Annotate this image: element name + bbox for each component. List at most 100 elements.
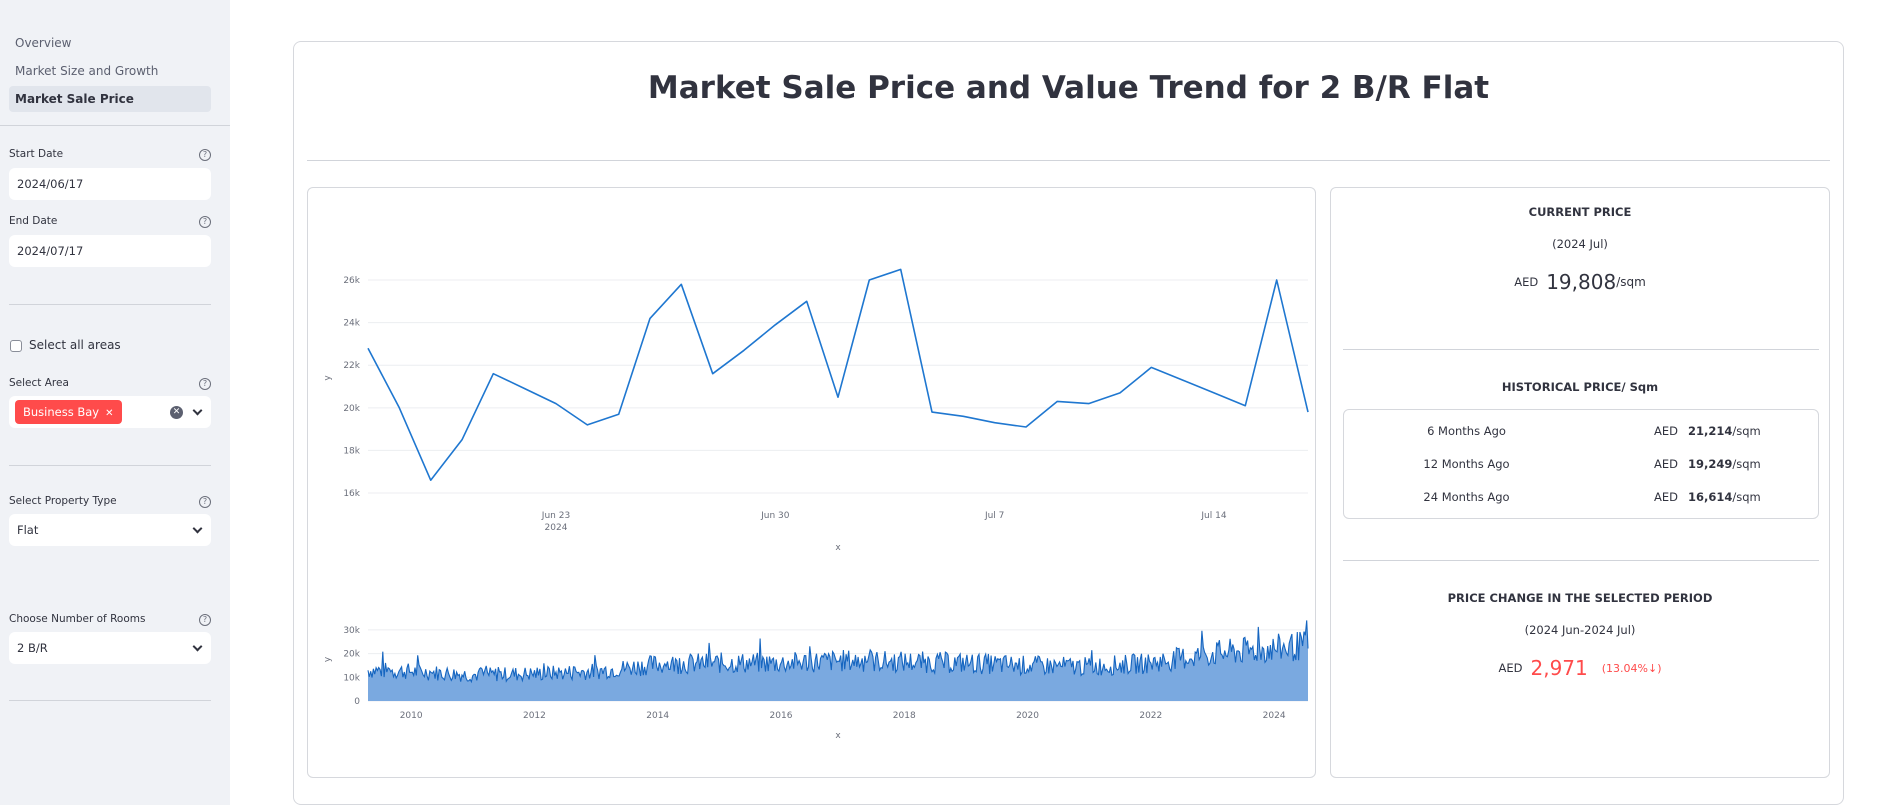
select-area-multiselect[interactable]: Business Bay ✕ ✕ xyxy=(9,396,211,428)
x-tick-label: Jun 23 xyxy=(541,511,570,521)
chevron-down-icon[interactable] xyxy=(192,523,203,534)
end-date-input[interactable]: 2024/07/17 xyxy=(9,235,211,267)
sidebar-divider xyxy=(9,700,211,701)
y-tick-label: 0 xyxy=(354,697,360,707)
y-tick-label: 16k xyxy=(343,489,360,499)
sidebar-divider xyxy=(0,125,230,126)
clear-icon[interactable]: ✕ xyxy=(170,406,183,419)
area-tag-label: Business Bay xyxy=(23,405,100,419)
rooms-help-icon[interactable]: ? xyxy=(199,614,211,626)
x-tick-sublabel: 2024 xyxy=(545,523,568,533)
price-history-line xyxy=(367,620,1309,684)
end-date-help-icon[interactable]: ? xyxy=(199,216,211,228)
row-number: 21,214 xyxy=(1688,424,1733,438)
property-type-label: Select Property Type xyxy=(9,495,117,507)
currency-label: AED xyxy=(1514,275,1539,289)
start-date-label: Start Date xyxy=(9,148,64,160)
row-label: 24 Months Ago xyxy=(1423,490,1510,504)
table-row: 12 Months Ago AED 19,249/sqm xyxy=(1344,454,1818,474)
historical-price-table: 6 Months Ago AED 21,214/sqm 12 Months Ago… xyxy=(1343,409,1819,519)
row-label: 12 Months Ago xyxy=(1423,457,1510,471)
currency-label: AED xyxy=(1654,424,1678,438)
price-history-area xyxy=(368,620,1308,701)
historical-price-heading: HISTORICAL PRICE/ Sqm xyxy=(1501,380,1659,394)
current-price-value: AED 19,808/sqm xyxy=(1331,270,1829,294)
rooms-select[interactable]: 2 B/R xyxy=(9,632,211,664)
unit-label: /sqm xyxy=(1616,275,1646,289)
y-tick-label: 20k xyxy=(343,650,360,660)
x-axis-label: x xyxy=(835,731,841,741)
start-date-input[interactable]: 2024/06/17 xyxy=(9,168,211,200)
table-row: 24 Months Ago AED 16,614/sqm xyxy=(1344,487,1818,507)
price-trend-chart[interactable]: 16k 18k 20k 22k 24k 26k Jun 23 2024 Jun 30 Jul 7 J… xyxy=(308,188,1315,568)
current-price-number: 19,808 xyxy=(1546,270,1617,294)
sidebar: Overview Market Size and Growth Market S… xyxy=(0,0,230,805)
property-type-help-icon[interactable]: ? xyxy=(199,496,211,508)
x-tick-label: Jul 7 xyxy=(984,511,1004,521)
nav-item-market-sale-price[interactable]: Market Sale Price xyxy=(9,86,211,112)
row-number: 16,614 xyxy=(1688,490,1733,504)
select-all-areas-label[interactable]: Select all areas xyxy=(29,338,121,352)
tag-remove-icon[interactable]: ✕ xyxy=(105,408,114,419)
row-value: AED 16,614/sqm xyxy=(1654,487,1761,507)
price-change-value: AED 2,971 (13.04%↓) xyxy=(1331,656,1829,680)
row-number: 19,249 xyxy=(1688,457,1733,471)
nav-item-market-size[interactable]: Market Size and Growth xyxy=(15,64,159,78)
y-axis-label: y xyxy=(323,656,333,662)
x-tick-label: 2022 xyxy=(1139,711,1162,721)
rooms-label: Choose Number of Rooms xyxy=(9,613,146,625)
currency-label: AED xyxy=(1498,661,1523,675)
x-tick-label: 2010 xyxy=(400,711,423,721)
row-label: 6 Months Ago xyxy=(1427,424,1506,438)
table-row: 6 Months Ago AED 21,214/sqm xyxy=(1344,421,1818,441)
y-tick-label: 10k xyxy=(343,673,360,683)
chart-panel: 16k 18k 20k 22k 24k 26k Jun 23 2024 Jun 30 Jul 7 J… xyxy=(307,187,1316,778)
x-tick-label: 2018 xyxy=(893,711,916,721)
price-change-number: 2,971 xyxy=(1530,656,1588,680)
current-price-heading: CURRENT PRICE xyxy=(1528,205,1632,219)
x-tick-label: 2012 xyxy=(523,711,546,721)
chevron-down-icon[interactable] xyxy=(192,641,203,652)
unit-label: /sqm xyxy=(1732,424,1761,438)
metrics-panel: CURRENT PRICE (2024 Jul) AED 19,808/sqm H… xyxy=(1330,187,1830,778)
chevron-down-icon[interactable] xyxy=(192,405,203,416)
select-area-help-icon[interactable]: ? xyxy=(199,378,211,390)
price-change-period: (2024 Jun-2024 Jul) xyxy=(1524,623,1636,637)
currency-label: AED xyxy=(1654,457,1678,471)
y-tick-label: 18k xyxy=(343,446,360,456)
end-date-label: End Date xyxy=(9,215,58,227)
report-container: Market Sale Price and Value Trend for 2 … xyxy=(293,41,1844,805)
start-date-help-icon[interactable]: ? xyxy=(199,149,211,161)
current-price-period: (2024 Jul) xyxy=(1552,237,1608,251)
x-tick-label: 2014 xyxy=(646,711,669,721)
metric-divider xyxy=(1343,349,1819,350)
nav-item-overview[interactable]: Overview xyxy=(15,36,72,50)
price-trend-line xyxy=(367,268,1309,482)
area-tag[interactable]: Business Bay ✕ xyxy=(15,400,122,424)
property-type-select[interactable]: Flat xyxy=(9,514,211,546)
y-tick-label: 26k xyxy=(343,276,360,286)
title-divider xyxy=(307,160,1830,161)
y-axis-label: y xyxy=(323,375,333,381)
unit-label: /sqm xyxy=(1732,457,1761,471)
x-tick-label: 2020 xyxy=(1016,711,1039,721)
select-all-areas-checkbox[interactable] xyxy=(10,340,22,352)
x-tick-label: 2016 xyxy=(770,711,793,721)
select-area-label: Select Area xyxy=(9,377,69,389)
x-tick-label: Jul 14 xyxy=(1200,511,1226,521)
x-tick-label: 2024 xyxy=(1263,711,1286,721)
price-history-chart[interactable]: 0 10k 20k 30k 2010 2012 2014 2016 2018 2020 2022 20… xyxy=(308,568,1315,768)
y-tick-label: 30k xyxy=(343,626,360,636)
unit-label: /sqm xyxy=(1732,490,1761,504)
price-change-heading: PRICE CHANGE IN THE SELECTED PERIOD xyxy=(1447,591,1713,605)
page-title: Market Sale Price and Value Trend for 2 … xyxy=(647,70,1490,106)
row-value: AED 21,214/sqm xyxy=(1654,421,1761,441)
currency-label: AED xyxy=(1654,490,1678,504)
y-tick-label: 24k xyxy=(343,319,360,329)
rooms-value: 2 B/R xyxy=(17,641,48,655)
x-tick-label: Jun 30 xyxy=(760,511,790,521)
page-nav: Overview Market Size and Growth Market S… xyxy=(9,30,211,114)
property-type-value: Flat xyxy=(17,523,39,537)
price-change-percent: (13.04%↓) xyxy=(1601,661,1662,675)
y-tick-label: 20k xyxy=(343,404,360,414)
